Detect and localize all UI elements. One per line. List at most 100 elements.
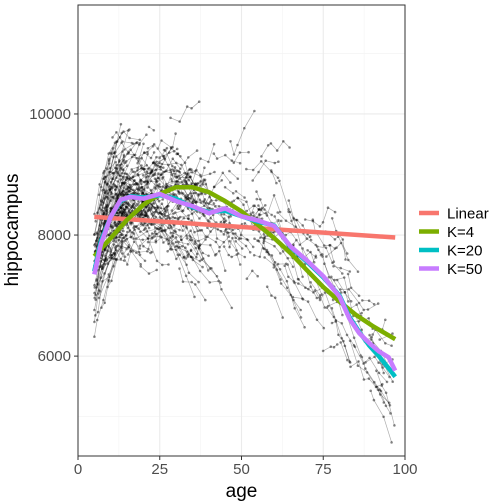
data-point xyxy=(271,254,274,257)
data-point xyxy=(159,186,162,189)
data-point xyxy=(189,175,192,178)
data-point xyxy=(307,300,310,303)
data-point xyxy=(231,307,234,310)
data-point xyxy=(131,156,134,159)
data-point xyxy=(361,299,364,302)
data-point xyxy=(174,245,177,248)
data-point xyxy=(373,399,376,402)
data-point xyxy=(169,217,172,220)
data-point xyxy=(152,162,155,165)
data-point xyxy=(266,249,269,252)
data-point xyxy=(192,192,195,195)
data-point xyxy=(233,162,236,165)
data-point xyxy=(126,173,129,176)
x-tick-label: 0 xyxy=(74,461,82,478)
data-point xyxy=(367,308,370,311)
data-point xyxy=(346,334,349,337)
data-point xyxy=(390,441,393,444)
data-point xyxy=(322,221,325,224)
data-point xyxy=(153,151,156,154)
data-point xyxy=(100,209,103,212)
data-point xyxy=(297,282,300,285)
data-point xyxy=(270,214,273,217)
data-point xyxy=(319,225,322,228)
data-point xyxy=(329,244,332,247)
data-point xyxy=(213,202,216,205)
x-tick-label: 25 xyxy=(151,461,168,478)
data-point xyxy=(132,250,135,253)
data-point xyxy=(229,181,232,184)
data-point xyxy=(141,189,144,192)
data-point xyxy=(139,254,142,257)
data-point xyxy=(301,276,304,279)
data-point xyxy=(276,268,279,271)
data-point xyxy=(228,235,231,238)
data-point xyxy=(97,311,100,314)
data-point xyxy=(129,187,132,190)
data-point xyxy=(157,147,160,150)
data-point xyxy=(112,177,115,180)
data-point xyxy=(146,153,149,156)
data-point xyxy=(122,130,125,133)
data-point xyxy=(145,176,148,179)
data-point xyxy=(224,154,227,157)
data-point xyxy=(187,243,190,246)
data-point xyxy=(123,154,126,157)
data-point xyxy=(222,172,225,175)
data-point xyxy=(200,175,203,178)
data-point xyxy=(355,303,358,306)
data-point xyxy=(334,247,337,250)
data-point xyxy=(242,203,245,206)
data-point xyxy=(259,255,262,258)
data-point xyxy=(120,123,123,126)
data-point xyxy=(120,163,123,166)
data-point xyxy=(234,237,237,240)
data-point xyxy=(301,224,304,227)
data-point xyxy=(190,107,193,110)
data-point xyxy=(115,131,118,134)
data-point xyxy=(121,252,124,255)
data-point xyxy=(370,338,373,341)
data-point xyxy=(131,170,134,173)
data-point xyxy=(183,217,186,220)
data-point xyxy=(200,201,203,204)
data-point xyxy=(255,190,258,193)
data-point xyxy=(151,213,154,216)
data-point xyxy=(180,239,183,242)
data-point xyxy=(274,162,277,165)
data-point xyxy=(288,146,291,149)
data-point xyxy=(213,186,216,189)
data-point xyxy=(187,214,190,217)
data-point xyxy=(371,333,374,336)
data-point xyxy=(117,180,120,183)
data-point xyxy=(309,285,312,288)
data-point xyxy=(317,249,320,252)
data-point xyxy=(251,179,254,182)
data-point xyxy=(175,162,178,165)
data-point xyxy=(277,263,280,266)
data-point xyxy=(166,208,169,211)
legend: LinearK=4K=20K=50 xyxy=(419,206,489,279)
data-point xyxy=(316,297,319,300)
data-point xyxy=(391,380,394,383)
data-point xyxy=(230,256,233,259)
data-point xyxy=(204,299,207,302)
data-point xyxy=(266,214,269,217)
data-point xyxy=(368,334,371,337)
data-point xyxy=(144,181,147,184)
data-point xyxy=(137,228,140,231)
data-point xyxy=(245,200,248,203)
data-point xyxy=(215,199,218,202)
data-point xyxy=(240,234,243,237)
data-point xyxy=(223,233,226,236)
data-point xyxy=(287,208,290,211)
data-point xyxy=(124,239,127,242)
data-point xyxy=(213,171,216,174)
data-point xyxy=(129,148,132,151)
data-point xyxy=(382,372,385,375)
data-point xyxy=(109,199,112,202)
data-point xyxy=(264,235,267,238)
data-point xyxy=(123,209,126,212)
data-point xyxy=(158,200,161,203)
data-point xyxy=(139,247,142,250)
